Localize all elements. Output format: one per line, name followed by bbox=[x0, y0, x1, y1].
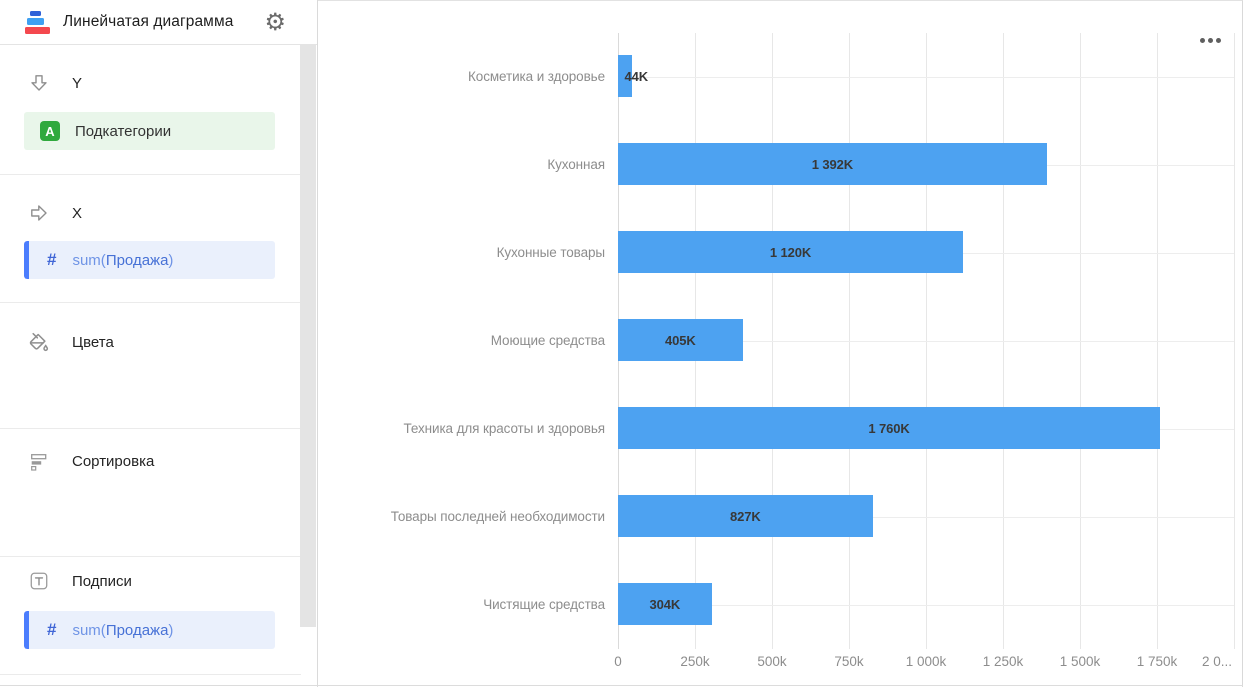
x-tick-label: 500k bbox=[757, 654, 787, 669]
chart-type-title: Линейчатая диаграмма bbox=[63, 13, 234, 30]
arrow-down-icon bbox=[28, 73, 49, 94]
bar-value-label: 1 760K bbox=[868, 421, 910, 436]
x-tick-label: 750k bbox=[834, 654, 864, 669]
window-bottom-edge bbox=[0, 685, 1243, 686]
section-x-label: X bbox=[72, 204, 83, 222]
bar-value-label: 827K bbox=[730, 509, 761, 524]
field-chip-label: sum(Продажа) bbox=[72, 621, 174, 639]
section-sort-header: Сортировка bbox=[0, 451, 301, 471]
x-tick-label: 1 750k bbox=[1136, 654, 1178, 669]
category-label: Кухонная bbox=[547, 157, 605, 172]
sidebar-header: Линейчатая диаграмма ⚙ bbox=[0, 0, 317, 45]
chart-area: 0 250k 500k 750k 1 000k 1 250k 1 500k 1 750k 2 0… bbox=[318, 0, 1243, 687]
section-labels-header: Подписи bbox=[0, 571, 301, 591]
bar[interactable] bbox=[618, 231, 963, 273]
section-y: Y A Подкатегории bbox=[0, 45, 301, 175]
x-tick-label: 0 bbox=[614, 654, 622, 669]
sidebar: Линейчатая диаграмма ⚙ Y A Подкатегории bbox=[0, 0, 318, 687]
dimension-type-badge: A bbox=[40, 121, 60, 141]
app-logo-icon bbox=[25, 10, 51, 35]
section-colors-label: Цвета bbox=[72, 333, 114, 351]
bar-value-label: 304K bbox=[649, 597, 681, 612]
category-label: Кухонные товары bbox=[496, 245, 605, 260]
field-chip-label: Подкатегории bbox=[75, 122, 172, 140]
bar-chart-plot: 0 250k 500k 750k 1 000k 1 250k 1 500k 1 750k 2 0… bbox=[318, 1, 1242, 687]
grid-line-horizontal bbox=[618, 341, 1234, 342]
measure-hash-icon: # bbox=[47, 620, 57, 639]
section-y-header: Y bbox=[0, 73, 301, 93]
category-label: Товары последней необходимости bbox=[390, 509, 605, 524]
bar[interactable] bbox=[618, 319, 743, 361]
field-chip-sum-prodazha-labels[interactable]: # sum(Продажа) bbox=[24, 611, 275, 649]
sidebar-scrollbar[interactable] bbox=[300, 45, 316, 627]
category-label: Чистящие средства bbox=[483, 597, 605, 612]
bar-value-label: 1 120K bbox=[769, 245, 812, 260]
field-chip-label: sum(Продажа) bbox=[72, 251, 174, 269]
category-label: Моющие средства bbox=[490, 333, 605, 348]
paint-bucket-icon bbox=[28, 332, 49, 353]
bar[interactable] bbox=[618, 143, 1047, 185]
grid-line-vertical bbox=[1234, 33, 1235, 649]
section-colors-header: Цвета bbox=[0, 332, 301, 352]
x-tick-label: 1 250k bbox=[982, 654, 1024, 669]
sort-bars-icon bbox=[28, 451, 49, 472]
section-labels-label: Подписи bbox=[72, 572, 132, 590]
arrow-right-icon bbox=[28, 203, 49, 224]
measure-hash-icon: # bbox=[47, 250, 57, 269]
bar[interactable] bbox=[618, 583, 712, 625]
bar[interactable] bbox=[618, 495, 873, 537]
bar[interactable] bbox=[618, 55, 632, 97]
bar-value-label: 1 392K bbox=[811, 157, 854, 172]
x-tick-label: 1 500k bbox=[1059, 654, 1101, 669]
bar-value-label: 405K bbox=[665, 333, 696, 348]
bar-value-label: 44K bbox=[624, 69, 649, 84]
section-x-header: X bbox=[0, 203, 301, 223]
bar[interactable] bbox=[618, 407, 1161, 449]
grid-line-horizontal bbox=[618, 77, 1234, 78]
section-labels: Подписи # sum(Продажа) bbox=[0, 557, 301, 675]
category-label: Техника для красоты и здоровья bbox=[403, 421, 606, 436]
ellipsis-menu-icon[interactable] bbox=[1196, 34, 1225, 47]
field-chip-podkategorii[interactable]: A Подкатегории bbox=[24, 112, 275, 150]
grid-line-horizontal bbox=[618, 517, 1234, 518]
section-sort-label: Сортировка bbox=[72, 452, 155, 470]
section-sort: Сортировка bbox=[0, 429, 301, 557]
x-tick-label: 250k bbox=[680, 654, 710, 669]
gear-icon[interactable]: ⚙ bbox=[264, 8, 286, 36]
category-label: Косметика и здоровье bbox=[468, 69, 605, 84]
text-label-icon bbox=[28, 571, 49, 592]
x-tick-label: 1 000k bbox=[905, 654, 947, 669]
section-x: X # sum(Продажа) bbox=[0, 175, 301, 303]
grid-line-horizontal bbox=[618, 605, 1234, 606]
sidebar-sections: Y A Подкатегории X # sum(Продажа) bbox=[0, 45, 301, 675]
section-y-label: Y bbox=[72, 74, 83, 92]
field-chip-sum-prodazha-x[interactable]: # sum(Продажа) bbox=[24, 241, 275, 279]
x-tick-label: 2 0... bbox=[1201, 654, 1232, 669]
section-colors: Цвета bbox=[0, 303, 301, 429]
